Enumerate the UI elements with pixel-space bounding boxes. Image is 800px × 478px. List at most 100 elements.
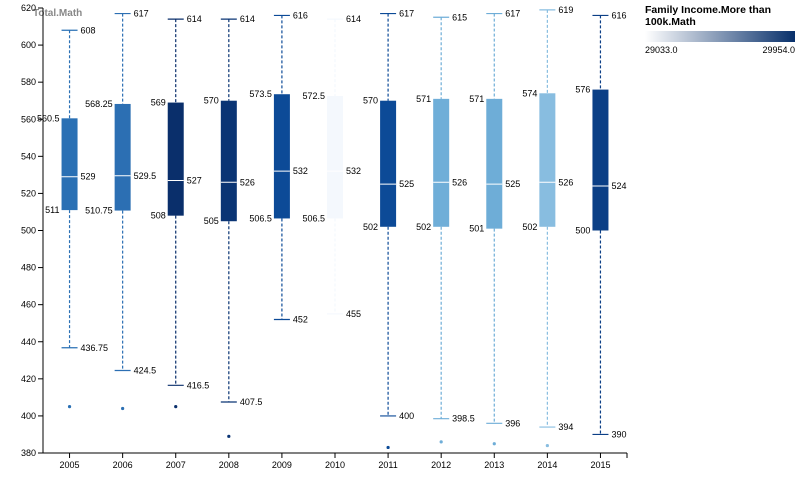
- box-body: [220, 100, 237, 222]
- x-tick-label: 2006: [113, 460, 133, 470]
- median-label: 527: [187, 175, 202, 185]
- q3-label: 568.25: [85, 99, 113, 109]
- box-2015: 616 390 524 576 500: [575, 10, 626, 439]
- q3-label: 569: [151, 98, 166, 108]
- x-tick-label: 2013: [484, 460, 504, 470]
- x-tick-label: 2005: [60, 460, 80, 470]
- y-tick-label: 380: [21, 448, 36, 458]
- q1-label: 508: [151, 211, 166, 221]
- median-label: 532: [293, 166, 308, 176]
- high-label: 617: [134, 9, 149, 19]
- q3-label: 571: [469, 94, 484, 104]
- legend-gradient-bar: [645, 31, 795, 42]
- low-label: 400: [399, 411, 414, 421]
- q1-label: 506.5: [249, 213, 272, 223]
- q1-label: 502: [363, 222, 378, 232]
- median-label: 525: [505, 179, 520, 189]
- box-body: [380, 100, 397, 227]
- high-label: 614: [346, 14, 361, 24]
- q3-label: 576: [575, 85, 590, 95]
- q1-label: 500: [575, 226, 590, 236]
- q1-label: 501: [469, 224, 484, 234]
- median-label: 525: [399, 179, 414, 189]
- median-label: 526: [240, 177, 255, 187]
- y-axis-title: Total.Math: [33, 8, 82, 19]
- q3-label: 570: [363, 96, 378, 106]
- x-tick-label: 2011: [378, 460, 397, 470]
- box-2012: 615 398.5 526 571 502: [416, 12, 475, 444]
- q1-label: 505: [204, 216, 219, 226]
- median-label: 526: [452, 177, 467, 187]
- low-label: 398.5: [452, 414, 475, 424]
- low-label: 407.5: [240, 397, 263, 407]
- low-label: 452: [293, 315, 308, 325]
- low-label: 416.5: [187, 380, 210, 390]
- box-2014: 619 394 526 574 502: [522, 5, 573, 448]
- y-tick-label: 460: [21, 300, 36, 310]
- legend-max-label: 29954.0: [762, 45, 795, 55]
- x-tick-label: 2010: [325, 460, 345, 470]
- median-label: 529: [81, 172, 96, 182]
- box-2008: 614 407.5 526 570 505: [204, 14, 263, 438]
- box-2006: 617 424.5 529.5 568.25 510.75: [85, 9, 156, 411]
- box-2013: 617 396 525 571 501: [469, 9, 520, 446]
- box-body: [539, 93, 556, 227]
- box-2009: 616 452 532 573.5 506.5: [249, 10, 308, 324]
- median-label: 532: [346, 166, 361, 176]
- box-body: [486, 98, 503, 229]
- outlier-point: [386, 445, 390, 450]
- outlier-point: [492, 442, 496, 446]
- y-tick-label: 400: [21, 411, 36, 421]
- box-2005: 608 436.75 529 560.5 511: [37, 25, 109, 409]
- q3-label: 572.5: [302, 91, 325, 101]
- low-label: 390: [611, 429, 626, 439]
- box-body: [61, 118, 78, 211]
- q3-label: 573.5: [249, 89, 272, 99]
- x-tick-label: 2015: [590, 460, 610, 470]
- x-tick-label: 2012: [431, 460, 451, 470]
- median-label: 524: [611, 181, 626, 191]
- q1-label: 510.75: [85, 206, 113, 216]
- box-body: [327, 96, 343, 219]
- y-tick-label: 500: [21, 226, 36, 236]
- y-tick-label: 540: [21, 151, 36, 161]
- y-tick-label: 580: [21, 77, 36, 87]
- x-tick-label: 2009: [272, 460, 292, 470]
- high-label: 615: [452, 12, 467, 22]
- high-label: 608: [81, 25, 96, 35]
- y-tick-label: 420: [21, 374, 36, 384]
- box-body: [273, 94, 290, 219]
- q3-label: 571: [416, 94, 431, 104]
- x-tick-label: 2007: [166, 460, 186, 470]
- q3-label: 560.5: [37, 113, 60, 123]
- box-body: [167, 102, 184, 216]
- box-2011: 617 400 525 570 502: [363, 9, 414, 450]
- low-label: 394: [558, 422, 573, 432]
- q3-label: 574: [522, 88, 537, 98]
- median-label: 529.5: [134, 171, 157, 181]
- legend-title: Family Income.More than 100k.Math: [645, 4, 772, 28]
- low-label: 424.5: [134, 365, 157, 375]
- legend-min-label: 29033.0: [645, 45, 678, 55]
- q1-label: 506.5: [302, 213, 325, 223]
- y-axis: 380 400 420 440 460 480 500 520 540 560 580 600 620: [21, 3, 44, 458]
- high-label: 614: [240, 14, 255, 24]
- y-tick-label: 520: [21, 188, 36, 198]
- y-tick-label: 480: [21, 263, 36, 273]
- low-label: 396: [505, 418, 520, 428]
- box-body: [433, 98, 450, 227]
- outlier-point: [67, 405, 72, 409]
- y-tick-label: 620: [21, 3, 36, 13]
- q3-label: 570: [204, 96, 219, 106]
- box-series: 608 436.75 529 560.5 511 617 424.5 529.5 568.25 5…: [37, 5, 626, 450]
- q1-label: 511: [45, 205, 59, 215]
- high-label: 614: [187, 14, 202, 24]
- high-label: 617: [505, 9, 520, 19]
- high-label: 617: [399, 9, 414, 19]
- outlier-point: [227, 434, 231, 438]
- high-label: 619: [558, 5, 573, 15]
- low-label: 436.75: [81, 343, 109, 353]
- x-tick-label: 2008: [219, 460, 239, 470]
- x-axis: 2005 2006 2007 2008 2009 2010 2011 2012 2013 2014…: [43, 452, 628, 470]
